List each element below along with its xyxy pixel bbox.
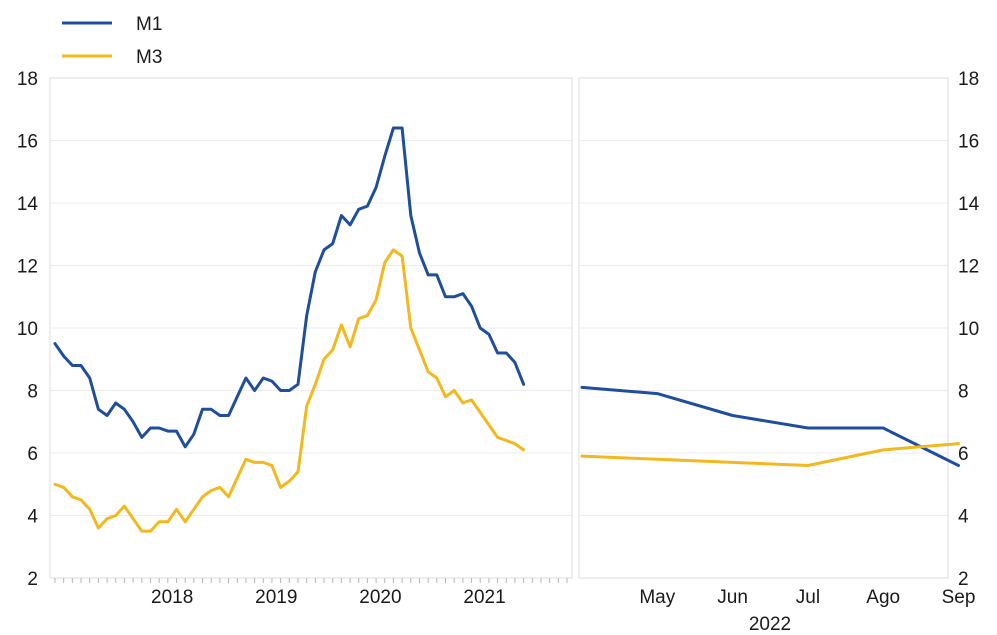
series-line-m1-monthly — [53, 126, 526, 449]
x-tick-label: 2020 — [359, 587, 401, 608]
x-tick-label: Sep — [942, 587, 976, 608]
series-line-m3-monthly — [53, 248, 526, 533]
legend-label-m1: M1 — [136, 14, 162, 35]
legend-label-m3: M3 — [136, 47, 162, 68]
legend: M1 M3 — [62, 14, 162, 68]
y-tick-label-right: 2 — [958, 569, 969, 590]
y-tick-label-left: 2 — [27, 569, 38, 590]
y-tick-label-left: 18 — [17, 69, 38, 90]
y-tick-label-right: 10 — [958, 319, 979, 340]
y-tick-label-left: 4 — [27, 507, 38, 528]
right-panel-frame — [578, 77, 949, 579]
axis-ticks: 2 2 4 4 6 6 8 8 10 10 12 12 14 14 16 16 18 18 2018 2019 2020… — [17, 69, 980, 635]
y-tick-label-left: 14 — [17, 194, 39, 215]
y-tick-label-right: 12 — [958, 257, 979, 278]
x-tick-label: Ago — [866, 587, 900, 608]
x-tick-label: 2018 — [151, 587, 193, 608]
y-tick-label-left: 12 — [17, 257, 38, 278]
y-tick-label-right: 8 — [958, 382, 969, 403]
left-panel-frame — [49, 77, 573, 579]
series-lines — [53, 126, 960, 533]
series-line-m3-2022 — [580, 442, 960, 467]
y-tick-label-right: 14 — [958, 194, 980, 215]
y-tick-label-left: 8 — [27, 382, 38, 403]
y-tick-label-right: 4 — [958, 507, 969, 528]
y-tick-label-right: 6 — [958, 444, 969, 465]
x-axis-label: 2022 — [749, 614, 791, 635]
y-tick-label-right: 18 — [958, 69, 979, 90]
x-tick-label: Jun — [717, 587, 748, 608]
y-tick-label-left: 6 — [27, 444, 38, 465]
x-tick-label: 2019 — [255, 587, 297, 608]
x-tick-label: 2021 — [463, 587, 505, 608]
gridlines — [50, 140, 948, 516]
y-tick-label-right: 16 — [958, 132, 979, 153]
y-tick-label-left: 16 — [17, 132, 38, 153]
x-tick-label: May — [639, 587, 675, 608]
x-tick-label: Jul — [796, 587, 820, 608]
series-line-m1-2022 — [580, 385, 960, 467]
y-tick-label-left: 10 — [17, 319, 38, 340]
